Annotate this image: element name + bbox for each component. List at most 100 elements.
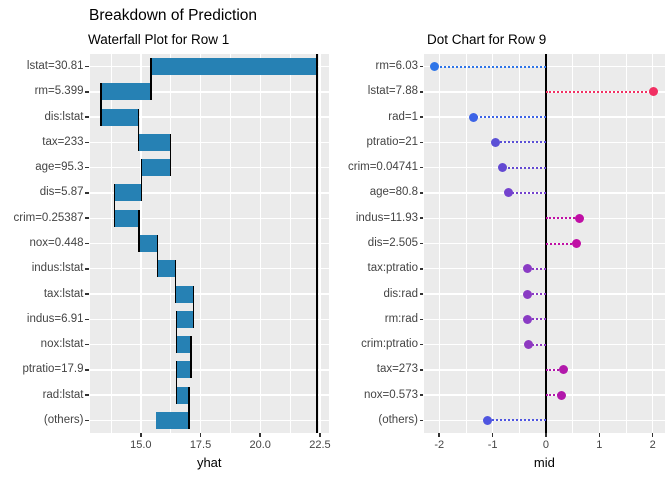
y-tick-mark	[419, 141, 423, 144]
y-axis-label: dis=2.505	[367, 237, 418, 249]
gridline-row	[89, 318, 329, 320]
x-tick-mark	[319, 433, 321, 437]
y-axis-label: tax:lstat	[43, 287, 84, 300]
y-tick-mark	[85, 217, 89, 219]
y-axis-label: ptratio=17.9	[22, 363, 84, 376]
y-tick-mark	[85, 116, 89, 118]
waterfall-connector	[174, 260, 177, 303]
y-tick-mark	[419, 166, 423, 169]
dot-stem	[527, 318, 546, 321]
y-axis-label: rm=5.399	[34, 85, 84, 98]
y-axis-label: ptratio=21	[366, 135, 418, 148]
y-axis-label: (others)	[43, 413, 84, 426]
y-tick-mark	[85, 166, 89, 169]
y-tick-mark	[419, 242, 423, 245]
y-axis-label: age=80.8	[369, 186, 418, 199]
dot-stem	[545, 368, 564, 371]
waterfall-bar	[176, 336, 192, 354]
x-axis-title-yhat: yhat	[196, 455, 222, 470]
y-axis-label: rm=6.03	[375, 60, 418, 73]
x-tick-label: -2	[434, 439, 445, 451]
gridline-row	[89, 369, 329, 371]
y-tick-mark	[419, 293, 423, 295]
dot-stem	[527, 267, 546, 270]
x-tick-label: 1	[596, 439, 603, 451]
dot-mark	[430, 62, 440, 72]
y-axis-label: tax:ptratio	[367, 262, 419, 275]
x-tick-mark	[598, 433, 601, 437]
gridline-row	[89, 394, 329, 396]
waterfall-connector	[169, 133, 172, 177]
x-tick-mark	[438, 433, 440, 437]
dot-mark	[557, 390, 567, 400]
main-title: Breakdown of Prediction	[89, 7, 258, 24]
y-axis-label: lstat=7.88	[367, 85, 418, 98]
waterfall-connector	[100, 83, 102, 126]
dot-mark	[468, 112, 478, 122]
waterfall-connector	[175, 361, 178, 404]
gridline-row	[89, 268, 329, 270]
x-tick-label: 17.5	[189, 439, 212, 451]
y-tick-mark	[419, 217, 423, 219]
y-tick-mark	[419, 91, 423, 93]
y-axis-label: dis:lstat	[44, 110, 84, 123]
gridline-row	[89, 217, 329, 219]
y-tick-mark	[85, 293, 89, 295]
gridline-row	[89, 293, 329, 295]
dot-stem	[527, 293, 546, 296]
y-tick-mark	[419, 65, 423, 68]
dot-mark	[571, 239, 581, 248]
y-axis-label: lstat=30.81	[26, 60, 84, 73]
y-tick-mark	[419, 192, 423, 194]
dot-mark	[523, 314, 533, 324]
dot-mark	[558, 365, 568, 375]
dot-mark	[574, 213, 584, 223]
waterfall-bar	[100, 108, 139, 126]
y-axis-label: crim:ptratio	[361, 338, 418, 351]
waterfall-connector	[138, 209, 140, 252]
y-axis-label: indus=6.91	[26, 312, 84, 325]
y-axis-label: tax=233	[42, 135, 84, 148]
dot-stem	[545, 217, 580, 220]
y-axis-label: age=95.3	[35, 161, 84, 174]
y-axis-label: tax=273	[376, 363, 418, 376]
y-tick-mark	[85, 91, 89, 93]
y-tick-mark	[419, 369, 423, 371]
x-tick-mark	[545, 433, 547, 437]
y-axis-label: dis=5.87	[39, 186, 84, 199]
waterfall-connector	[137, 108, 140, 151]
y-axis-label: (others)	[378, 413, 418, 426]
gridline-row	[89, 419, 329, 422]
dot-stem	[508, 191, 546, 194]
gridline-row	[89, 343, 329, 346]
y-tick-mark	[85, 242, 89, 245]
waterfall-bar	[138, 133, 171, 151]
y-tick-mark	[419, 268, 423, 270]
dot-stem	[487, 419, 546, 422]
x-tick-label: -1	[487, 439, 498, 451]
gridline-row	[89, 167, 329, 169]
y-tick-mark	[419, 394, 423, 396]
y-axis-label: dis:rad	[383, 287, 418, 300]
dot-mark	[649, 87, 659, 97]
x-tick-label: 2	[649, 439, 656, 451]
dot-mark	[483, 415, 493, 425]
waterfall-connector	[190, 336, 192, 379]
dot-stem	[473, 116, 546, 119]
y-tick-mark	[419, 318, 423, 321]
waterfall-connector	[150, 58, 152, 101]
dot-stem	[434, 65, 546, 68]
y-axis-label: rad:lstat	[42, 388, 84, 401]
waterfall-connector	[140, 159, 143, 202]
y-axis-label: crim=0.25387	[13, 211, 84, 224]
y-tick-mark	[85, 141, 89, 144]
y-tick-mark	[419, 116, 423, 118]
waterfall-bar	[175, 285, 194, 303]
y-tick-mark	[85, 65, 89, 68]
x-tick-mark	[259, 433, 261, 437]
waterfall-connector	[156, 235, 159, 278]
x-tick-label: 22.5	[309, 439, 331, 451]
waterfall-bar	[100, 83, 151, 101]
y-tick-mark	[85, 419, 89, 422]
